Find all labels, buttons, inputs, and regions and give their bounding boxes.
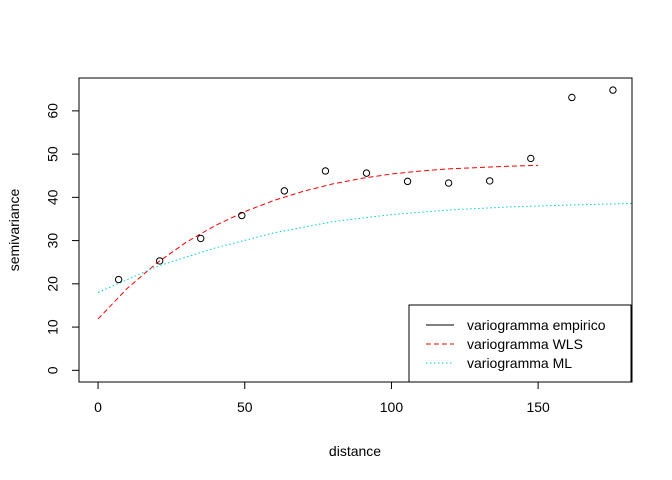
- legend-label: variogramma ML: [467, 355, 572, 371]
- legend-label: variogramma WLS: [467, 336, 583, 352]
- x-tick-label: 150: [526, 399, 550, 415]
- data-point: [403, 177, 412, 186]
- empirical-points: [114, 86, 617, 284]
- y-tick-label: 10: [45, 319, 61, 335]
- y-axis-label: semivariance: [6, 189, 22, 272]
- y-tick-label: 50: [45, 146, 61, 162]
- x-axis-label: distance: [329, 443, 381, 459]
- y-axis: 0 10 20 30 40 50 60: [45, 103, 80, 374]
- data-point: [197, 234, 205, 243]
- x-axis: 0 50 100 150: [94, 381, 550, 415]
- data-point: [155, 257, 164, 265]
- data-point: [238, 211, 246, 220]
- legend-label: variogramma empirico: [467, 317, 606, 333]
- y-tick-label: 30: [45, 233, 61, 249]
- y-tick-label: 60: [45, 103, 61, 119]
- model-curves: [97, 164, 632, 320]
- x-tick-label: 50: [237, 399, 253, 415]
- y-tick-label: 0: [45, 366, 61, 374]
- y-tick-label: 20: [45, 276, 61, 292]
- y-tick-label: 40: [45, 189, 61, 205]
- data-point: [609, 86, 617, 94]
- data-point: [321, 167, 330, 175]
- data-point: [527, 154, 535, 163]
- series-line: [97, 164, 539, 320]
- x-tick-label: 100: [380, 399, 404, 415]
- data-point: [568, 93, 576, 102]
- legend: variogramma empirico variogramma WLS vario…: [408, 304, 632, 383]
- data-point: [444, 179, 453, 187]
- data-point: [280, 187, 289, 195]
- data-point: [362, 169, 371, 177]
- data-point: [114, 275, 123, 284]
- data-point: [486, 177, 494, 185]
- x-tick-label: 0: [94, 399, 102, 415]
- series-line: [97, 202, 632, 293]
